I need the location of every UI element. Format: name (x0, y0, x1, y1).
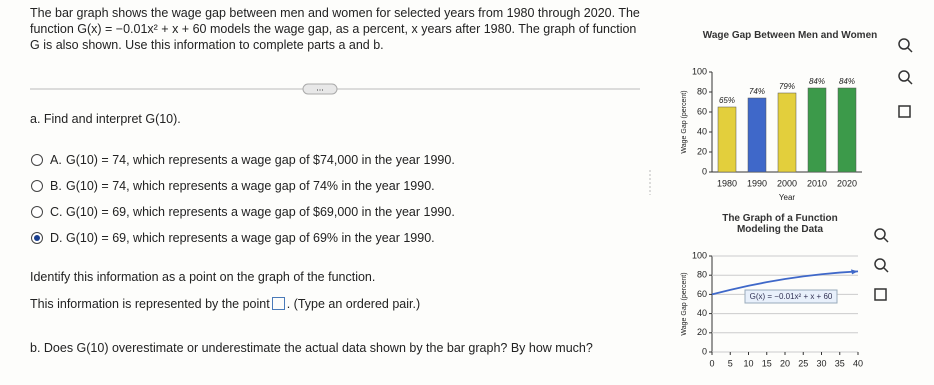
y-tick-label: 80 (697, 86, 707, 96)
y-tick-label: 0 (702, 166, 707, 176)
zoom-icon[interactable] (898, 38, 910, 50)
annotation-box (744, 289, 838, 304)
option-letter: D. (50, 231, 63, 245)
x-tick-label: 1990 (747, 178, 767, 188)
popout-icon[interactable] (898, 105, 911, 118)
y-tick-label: 0 (702, 346, 707, 356)
option[interactable]: C. G(10) = 69, which represents a wage ga… (50, 204, 455, 220)
bar (777, 92, 797, 173)
x-tick-label: 5 (728, 358, 733, 368)
y-tick-label: 60 (697, 106, 707, 116)
answer-box[interactable] (271, 297, 285, 310)
radio[interactable] (31, 206, 43, 218)
x-tick-label: 2010 (807, 178, 827, 188)
x-tick-label: 10 (743, 358, 753, 368)
point-prompt: This information is represented by the p… (30, 297, 270, 311)
x-tick-label: 15 (762, 358, 772, 368)
radio[interactable] (31, 180, 43, 192)
expand-dots: ... (316, 82, 324, 92)
y-tick-label: 40 (697, 308, 707, 318)
y-tick-label: 80 (697, 270, 707, 280)
annotation: G(x) = −0.01x² + x + 60 (750, 292, 833, 301)
option-letter: B. (50, 179, 62, 193)
y-tick-label: 40 (697, 126, 707, 136)
x-tick-label: 40 (853, 358, 863, 368)
y-tick-label: 100 (692, 66, 707, 76)
chart-title: Wage Gap Between Men and Women (702, 30, 878, 41)
radio[interactable] (31, 232, 43, 244)
x-tick-label: 0 (709, 358, 714, 368)
option-text: G(10) = 74, which represents a wage gap … (66, 153, 455, 167)
expand-button[interactable] (302, 83, 338, 95)
part-b: b. Does G(10) overestimate or underestim… (30, 341, 593, 355)
popout-icon[interactable] (874, 288, 887, 301)
function-line (711, 270, 859, 296)
option-text: G(10) = 69, which represents a wage gap … (66, 231, 435, 245)
option-letter: A. (50, 153, 62, 167)
y-tick-label: 20 (697, 327, 707, 337)
zoom-icon[interactable] (898, 70, 910, 82)
x-axis-label: Year (779, 193, 796, 202)
bar (747, 97, 767, 173)
y-axis-label: Wage Gap (percent) (681, 90, 688, 153)
radio[interactable] (31, 154, 43, 166)
option[interactable]: A. G(10) = 74, which represents a wage ga… (50, 152, 455, 168)
value-label: 79% (779, 82, 795, 91)
value-label: 74% (749, 87, 765, 96)
x-tick-label: 20 (780, 358, 790, 368)
x-tick-label: 25 (798, 358, 808, 368)
zoom-icon[interactable] (874, 228, 886, 240)
zoom-icon[interactable] (874, 258, 886, 270)
x-tick-label: 2000 (777, 178, 797, 188)
x-tick-label: 30 (816, 358, 826, 368)
x-tick-label: 35 (835, 358, 845, 368)
arrowhead (851, 269, 858, 275)
option-text: G(10) = 69, which represents a wage gap … (66, 205, 455, 219)
part-a: a. Find and interpret G(10). (30, 112, 181, 126)
option[interactable]: D. G(10) = 69, which represents a wage ga… (50, 230, 435, 246)
option-letter: C. (50, 205, 63, 219)
y-tick-label: 100 (692, 250, 707, 260)
y-tick-label: 60 (697, 289, 707, 299)
option-text: G(10) = 74, which represents a wage gap … (66, 179, 435, 193)
point-row: This information is represented by the p… (30, 296, 420, 312)
y-axis-label: Wage Gap (percent) (681, 272, 688, 335)
chart-title: The Graph of a Function Modeling the Dat… (722, 213, 838, 235)
intro: The bar graph shows the wage gap between… (30, 6, 640, 52)
value-label: 65% (719, 96, 735, 105)
y-tick-label: 20 (697, 146, 707, 156)
bar (837, 87, 857, 173)
option[interactable]: B. G(10) = 74, which represents a wage ga… (50, 178, 435, 194)
value-label: 84% (809, 77, 825, 86)
x-tick-label: 1980 (717, 178, 737, 188)
icons (874, 38, 913, 301)
point-hint: . (Type an ordered pair.) (286, 297, 421, 311)
x-tick-label: 2020 (837, 178, 857, 188)
bar (807, 87, 827, 173)
bar (717, 106, 737, 173)
identify: Identify this information as a point on … (30, 270, 376, 284)
value-label: 84% (839, 77, 855, 86)
